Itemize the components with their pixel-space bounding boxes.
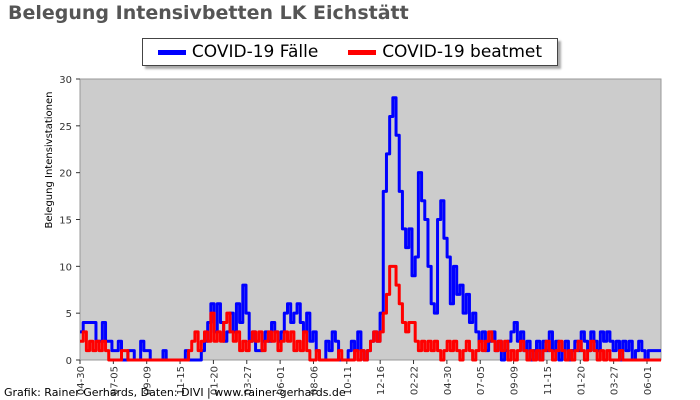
y-tick-label: 20 <box>59 169 72 180</box>
x-tick-label: 11-15 <box>176 366 187 395</box>
x-tick-label: 08-06 <box>309 366 320 395</box>
legend-swatch-cases <box>157 49 186 55</box>
x-tick-label: 03-27 <box>243 366 254 395</box>
x-tick-label: 02-22 <box>410 366 421 395</box>
x-tick-label: 09-09 <box>510 366 521 395</box>
x-tick-label: 03-27 <box>610 366 621 395</box>
x-tick-label: 10-11 <box>343 366 354 395</box>
y-tick-label: 15 <box>59 216 72 227</box>
legend-item-cases: COVID-19 Fälle <box>157 42 319 62</box>
plot-area <box>79 78 662 361</box>
y-axis: 0 5 10 15 20 25 30 <box>59 75 80 367</box>
legend-swatch-ventilated <box>348 49 377 55</box>
x-tick-label: 12-16 <box>376 366 387 395</box>
y-tick-label: 0 <box>66 356 72 367</box>
x-tick-label: 04-30 <box>76 366 87 395</box>
y-tick-label: 30 <box>59 75 72 86</box>
series-lines <box>80 96 661 362</box>
x-tick-label: 01-20 <box>576 366 587 395</box>
x-axis: 04-30 07-05 09-09 11-15 01-20 03-27 06-01 08-06… <box>76 360 654 395</box>
x-tick-label: 04-30 <box>443 366 454 395</box>
x-tick-label: 01-20 <box>209 366 220 395</box>
x-tick-label: 06-01 <box>643 366 654 395</box>
chart-title: Belegung Intensivbetten LK Eichstätt <box>8 2 409 24</box>
legend-label-cases: COVID-19 Fälle <box>191 42 319 62</box>
x-tick-label: 06-01 <box>276 366 287 395</box>
y-tick-label: 25 <box>59 122 72 133</box>
x-tick-label: 07-05 <box>476 366 487 395</box>
y-tick-label: 5 <box>66 309 72 320</box>
legend-item-ventilated: COVID-19 beatmet <box>348 42 542 62</box>
y-axis-label: Belegung Intensivstationen <box>44 91 55 228</box>
series-line-ventilated <box>80 264 661 362</box>
x-tick-label: 07-05 <box>109 366 120 395</box>
y-tick-label: 10 <box>59 262 72 273</box>
x-tick-label: 11-15 <box>543 366 554 395</box>
legend: COVID-19 Fälle COVID-19 beatmet <box>142 38 558 66</box>
legend-label-ventilated: COVID-19 beatmet <box>382 42 543 62</box>
x-tick-label: 09-09 <box>143 366 154 395</box>
credit-text: Grafik: Rainer Gerhards, Daten: DIVI | w… <box>4 386 346 399</box>
